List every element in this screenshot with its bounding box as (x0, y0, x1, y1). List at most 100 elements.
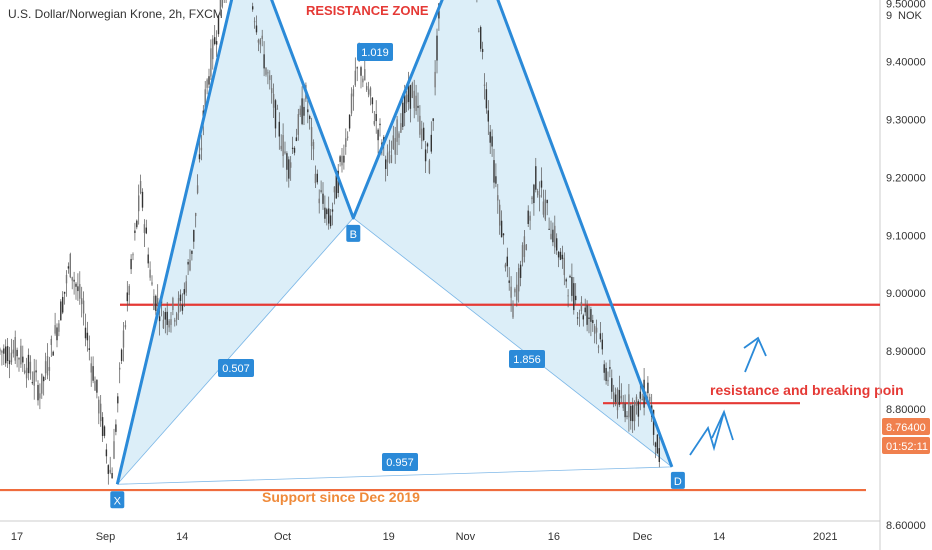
candle-body (563, 257, 565, 276)
pattern-point-label: X (114, 495, 122, 507)
candle-body (506, 256, 508, 267)
candle-body (60, 301, 62, 321)
candle-body (538, 194, 541, 198)
candle-body (265, 67, 267, 75)
candle-body (98, 399, 100, 414)
candle-body (301, 98, 303, 125)
resistance-zone-label: RESISTANCE ZONE (306, 3, 429, 18)
candle-body (24, 370, 26, 373)
candle-body (212, 38, 214, 60)
candle-body (208, 76, 210, 85)
candle-body (79, 284, 81, 299)
candle-body (396, 119, 398, 142)
candle-body (542, 201, 545, 215)
candle-body (552, 229, 554, 243)
countdown-value: 01:52:11 (886, 441, 928, 453)
candle-body (637, 401, 640, 417)
candle-body (54, 325, 56, 334)
pattern-point-tag (670, 471, 685, 489)
y-tick-label: 9.50000 (886, 0, 926, 11)
candle-body (326, 209, 328, 215)
projection-path (689, 411, 725, 456)
candle-body (578, 313, 581, 315)
candle-body (508, 280, 510, 283)
last-price-value: 8.76400 (886, 422, 926, 434)
chart-title: U.S. Dollar/Norwegian Krone, 2h, FXCM (8, 7, 223, 21)
ratio-tag (509, 350, 545, 368)
ratio-label: 1.856 (513, 354, 541, 366)
candle-body (500, 220, 503, 238)
candle-body (1, 350, 3, 353)
candle-body (272, 93, 275, 108)
candle-body (16, 349, 18, 357)
candle-body (620, 395, 622, 399)
candle-body (183, 289, 185, 295)
candle-body (364, 69, 366, 81)
x-tick-label: Sep (96, 531, 116, 543)
candle-body (639, 391, 641, 399)
candle-body (478, 30, 480, 32)
candle-body (432, 118, 434, 121)
candle-body (217, 15, 220, 35)
candle-body (652, 409, 655, 435)
candle-body (63, 291, 66, 294)
candle-body (255, 25, 258, 33)
candle-body (533, 184, 535, 204)
candle-body (69, 253, 71, 278)
candle-body (198, 154, 201, 160)
candle-body (369, 87, 372, 97)
candle-body (206, 79, 208, 88)
candle-body (252, 6, 254, 10)
candle-body (580, 302, 583, 312)
candle-body (519, 264, 522, 278)
candle-body (590, 309, 592, 322)
candle-body (337, 170, 339, 193)
candle-body (185, 281, 187, 293)
candle-body (375, 113, 377, 122)
candle-body (554, 225, 556, 248)
candle-body (550, 233, 552, 240)
candle-body (215, 41, 218, 45)
candle-body (122, 330, 125, 348)
candle-body (329, 215, 332, 227)
candle-body (559, 251, 562, 260)
ratio-tag (382, 453, 418, 471)
projection-arrowhead-icon (711, 409, 734, 441)
y-top-tick: 9 (886, 10, 892, 22)
candle-body (331, 209, 334, 212)
candle-body (274, 100, 277, 129)
breaking-point-label-bg (706, 379, 880, 401)
candle-body (10, 352, 13, 363)
candle-body (312, 142, 315, 150)
candle-body (0, 349, 1, 352)
candle-body (635, 396, 638, 406)
candle-body (641, 399, 643, 401)
candle-body (430, 134, 432, 152)
candle-body (428, 160, 431, 174)
candle-body (354, 70, 356, 86)
candle-body (257, 39, 260, 43)
candle-body (404, 95, 406, 114)
candle-body (14, 337, 16, 361)
candle-body (544, 199, 546, 220)
candle-body (143, 224, 146, 233)
y-tick-label: 8.80000 (886, 404, 926, 416)
candle-body (502, 233, 505, 236)
candle-body (314, 173, 317, 184)
candle-body (571, 276, 573, 296)
candle-body (320, 190, 322, 192)
candle-body (107, 465, 109, 474)
candle-body (280, 145, 282, 150)
candle-body (628, 394, 630, 418)
y-tick-label: 9.20000 (886, 172, 926, 184)
candle-body (565, 279, 567, 282)
candle-body (529, 215, 531, 221)
candle-body (316, 173, 318, 183)
candle-body (535, 166, 537, 190)
y-tick-label: 9.30000 (886, 115, 926, 127)
candle-body (109, 469, 111, 473)
candle-body (293, 147, 296, 153)
pattern-triangle-fill (117, 0, 354, 485)
candle-body (567, 295, 569, 297)
